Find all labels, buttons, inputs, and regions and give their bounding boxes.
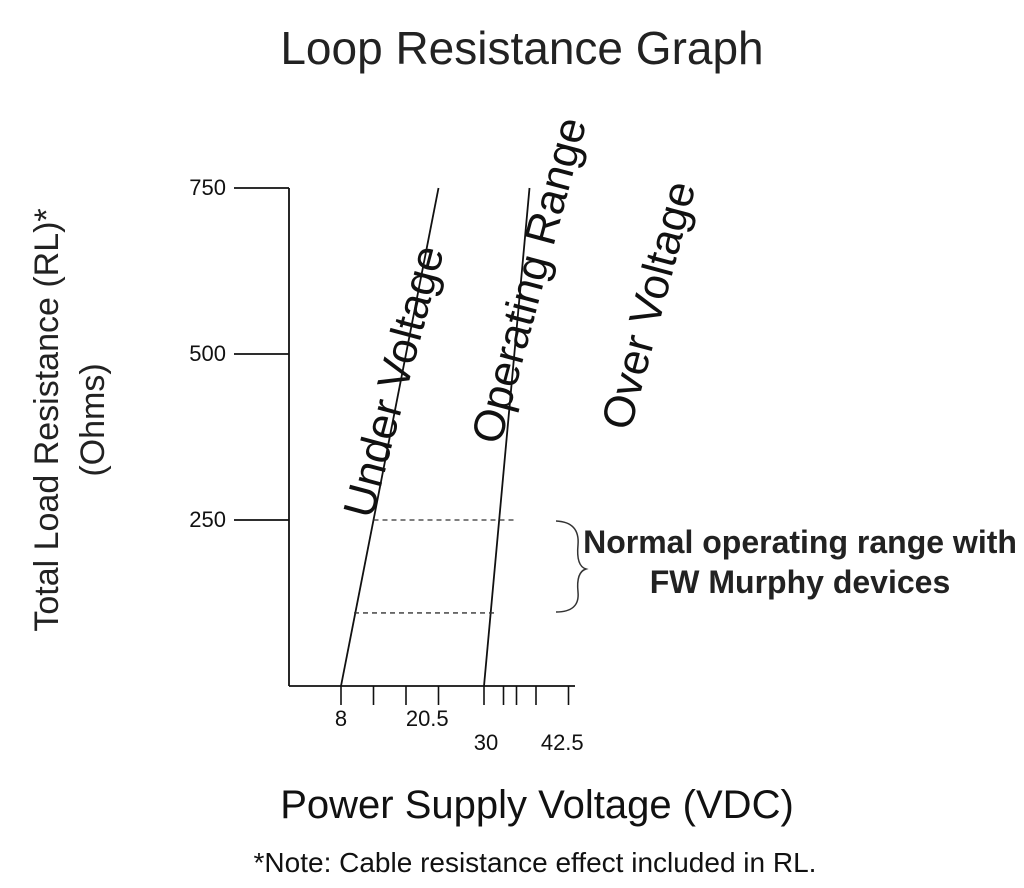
y-tick-label-750: 750 [189,175,226,200]
y-axis-label-line1: Total Load Resistance (RL)* [28,208,66,631]
x-tick-label-2: 30 [474,730,498,755]
region-label-under-voltage: Under Voltage [334,241,454,523]
region-label-operating-range-text: Operating Range [462,112,596,448]
y-tick-label-500: 500 [189,341,226,366]
boundary-line-0 [340,187,440,687]
x-axis-label: Power Supply Voltage (VDC) [280,783,794,827]
y-tick-label-250: 250 [189,507,226,532]
region-label-over-voltage: Over Voltage [592,176,705,434]
annotation-line1: Normal operating range with [583,524,1017,560]
y-axis-label: Total Load Resistance (RL)* (Ohms) [28,208,112,631]
plot-area: 750 500 250 8 20.5 30 42.5 [189,175,583,755]
chart-title: Loop Resistance Graph [280,22,763,74]
region-label-under-voltage-text: Under Voltage [334,241,454,523]
region-label-operating-range: Operating Range [462,112,596,448]
annotation-line2: FW Murphy devices [650,564,951,600]
x-tick-label-1: 20.5 [406,706,449,731]
x-tick-label-3: 42.5 [541,730,584,755]
footnote: *Note: Cable resistance effect included … [254,847,817,878]
region-label-over-voltage-text: Over Voltage [592,176,705,434]
x-tick-label-0: 8 [335,706,347,731]
boundary-line-1 [483,187,531,687]
annotation-brace [555,520,589,613]
y-axis-label-line2: (Ohms) [74,363,112,476]
